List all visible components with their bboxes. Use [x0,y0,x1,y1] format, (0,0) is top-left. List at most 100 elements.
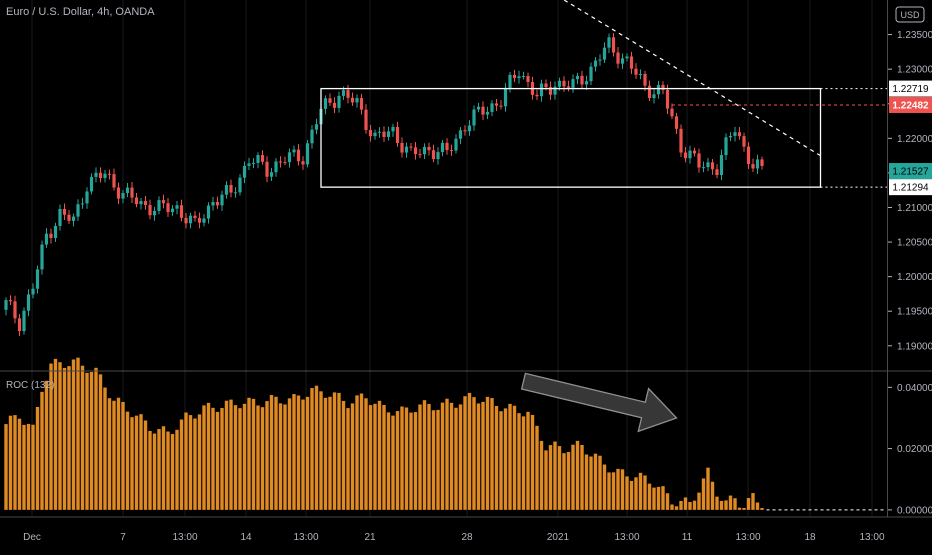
roc-bar [53,358,58,510]
roc-bar [503,408,508,510]
roc-bar [436,409,440,510]
candles [4,33,764,337]
roc-bar [458,404,463,510]
candle [256,155,260,163]
roc-bar [571,444,575,510]
axes: Dec 7 13:00 14 13:00 21 28 2021 13:00 11 13:00 18 13… [0,0,932,543]
roc-bar [103,387,107,510]
candle [674,116,679,129]
candle [301,161,305,165]
candle [22,310,26,332]
candle [454,138,458,151]
candle [58,208,62,226]
candle [449,150,454,152]
candle [184,217,188,224]
candle [121,192,125,199]
candle [422,146,427,155]
candle [413,147,418,155]
x-tick-label: 13:00 [614,532,639,543]
roc-bar [553,441,557,510]
candle [692,150,697,154]
roc-bar [535,425,539,510]
roc-bar [413,412,418,510]
roc-bar [319,391,323,510]
roc-bar [148,430,152,510]
candle [494,103,499,106]
candle [134,197,139,205]
candle [508,74,512,88]
candle [80,203,85,205]
candle [665,89,670,109]
candle [616,52,620,64]
candle [647,85,652,99]
candle [35,269,40,289]
candle [710,162,715,170]
candle [116,187,121,199]
candle [386,131,391,137]
candle [562,80,566,87]
roc-bar [449,402,454,510]
roc-bar [350,403,355,510]
x-tick-label: 21 [364,532,376,543]
candle [688,150,692,159]
candle [571,79,575,88]
candle [476,106,481,110]
roc-bar [517,413,521,510]
candle [400,142,404,153]
roc-bar [485,396,490,510]
candle [737,132,742,137]
roc-bar [251,398,256,510]
x-tick-label: 11 [682,532,693,543]
candle [76,204,80,217]
x-tick-label: 14 [240,532,252,543]
candle [728,135,733,138]
candle [607,37,611,48]
candle [31,288,35,295]
x-tick-label: Dec [23,532,41,543]
roc-tick-label: 0.00000 [897,505,932,516]
roc-bar [112,400,116,510]
roc-bar [602,464,607,510]
candle [49,233,53,238]
candle [4,300,8,310]
roc-bar [593,453,598,510]
roc-bar [584,454,589,510]
price-tick-label: 1.22000 [897,134,932,145]
candle [463,130,467,132]
candle [697,153,701,168]
candle [283,162,287,164]
roc-bar [557,446,562,510]
candle [296,149,301,162]
roc-bar [616,468,620,510]
roc-bar [530,414,535,510]
rect-bottom-label: 1.21294 [892,183,929,194]
roc-bar [287,398,292,510]
candle [485,111,490,115]
candle [67,214,71,221]
current-price-label: 1.21527 [892,167,929,178]
roc-bar [152,433,157,510]
roc-bar [170,434,175,510]
candle [220,194,224,206]
candle [8,300,13,302]
candle [625,56,629,59]
roc-bar [49,363,53,510]
candle [539,83,544,97]
candle [481,106,485,115]
roc-bar [562,453,566,510]
candle [107,173,112,175]
roc-bar [143,420,148,510]
roc-bar [283,404,287,510]
roc-bar [368,405,373,510]
roc-bar [674,506,679,510]
candle [62,208,67,215]
candle [71,216,76,221]
candle [593,60,598,67]
roc-bar [292,394,296,510]
roc-bar [409,412,413,510]
candle [89,176,94,192]
roc-bar [638,472,643,510]
roc-bar [85,372,89,510]
candle [247,163,251,166]
